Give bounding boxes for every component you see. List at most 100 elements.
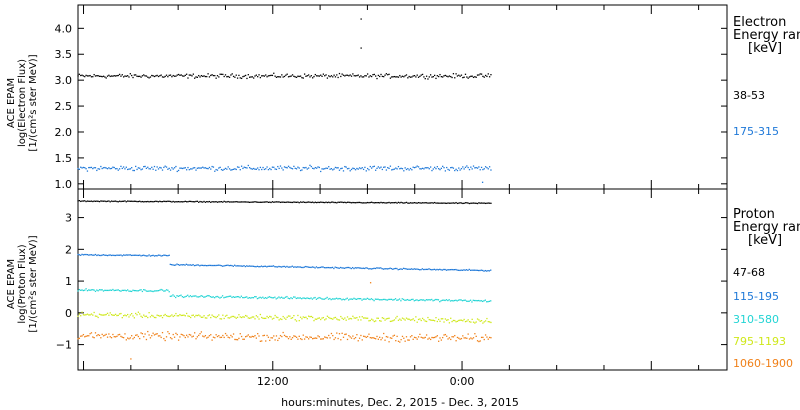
electron-data-point	[372, 166, 374, 168]
proton-data-point	[475, 269, 477, 271]
proton-data-point	[305, 265, 307, 268]
electron-data-point	[408, 169, 410, 171]
proton-data-point	[452, 202, 455, 204]
proton-data-point	[282, 315, 284, 318]
electron-data-point	[356, 74, 358, 77]
proton-data-point	[201, 264, 204, 267]
electron-data-point	[427, 167, 429, 169]
proton-data-point	[365, 202, 367, 204]
proton-data-point	[94, 315, 97, 317]
electron-data-point	[348, 75, 350, 77]
proton-data-point	[301, 201, 303, 204]
proton-data-point	[325, 201, 327, 203]
proton-data-point	[137, 254, 140, 257]
proton-data-point	[77, 315, 79, 317]
proton-data-point	[266, 266, 268, 268]
proton-data-point	[301, 338, 303, 341]
proton-data-point	[465, 300, 468, 302]
electron-data-point	[455, 73, 457, 75]
proton-data-point	[348, 318, 350, 320]
proton-data-point	[417, 299, 419, 302]
proton-data-point	[120, 335, 122, 338]
proton-data-point	[152, 332, 154, 334]
proton-data-point	[194, 201, 196, 203]
electron-data-point	[366, 167, 369, 170]
proton-data-point	[215, 264, 217, 267]
proton-data-point	[171, 201, 173, 203]
proton-data-point	[384, 319, 386, 321]
proton-data-point	[216, 264, 218, 267]
proton-data-point	[349, 336, 351, 338]
proton-data-point	[196, 200, 199, 202]
proton-data-point	[144, 200, 146, 203]
electron-data-point	[129, 168, 131, 170]
proton-data-point	[121, 255, 123, 257]
electron-data-point	[312, 77, 314, 79]
proton-data-point	[404, 267, 406, 270]
proton-data-point	[149, 255, 152, 257]
electron-data-point	[464, 166, 467, 168]
electron-data-point	[159, 75, 161, 77]
proton-data-point	[195, 314, 197, 317]
proton-data-point	[444, 333, 447, 336]
proton-data-point	[387, 317, 389, 320]
proton-data-point	[397, 340, 400, 342]
proton-data-point	[362, 298, 365, 300]
proton-data-point	[256, 265, 259, 267]
proton-data-point	[401, 268, 403, 271]
electron-data-point	[266, 76, 268, 78]
proton-data-point	[373, 299, 375, 302]
electron-data-point	[444, 170, 447, 172]
proton-data-point	[120, 290, 122, 292]
proton-data-point	[155, 200, 157, 202]
proton-data-point	[90, 200, 93, 202]
proton-data-point	[101, 289, 103, 291]
proton-data-point	[421, 268, 423, 270]
proton-data-point	[128, 200, 130, 202]
proton-data-point	[281, 335, 283, 338]
electron-data-point	[470, 75, 472, 77]
proton-data-point	[212, 264, 214, 267]
proton-data-point	[362, 317, 365, 319]
electron-data-point	[222, 169, 224, 171]
proton-data-point	[244, 296, 247, 298]
proton-data-point	[451, 336, 453, 338]
proton-data-point	[109, 289, 111, 291]
proton-data-point	[140, 255, 142, 257]
electron-data-point	[181, 167, 184, 170]
electron-data-point	[454, 77, 456, 79]
proton-data-point	[335, 266, 338, 269]
proton-data-point	[404, 299, 406, 301]
proton-data-point	[446, 335, 448, 337]
proton-data-point	[244, 314, 247, 317]
proton-data-point	[474, 333, 476, 335]
proton-data-point	[283, 334, 286, 337]
proton-data-point	[102, 290, 105, 292]
electron-data-point	[419, 168, 421, 170]
proton-data-point	[192, 335, 194, 337]
proton-data-point	[378, 267, 381, 269]
proton-data-point	[92, 254, 94, 256]
proton-data-point	[110, 314, 113, 316]
proton-data-point	[482, 269, 484, 272]
proton-data-point	[219, 201, 221, 203]
electron-data-point	[379, 75, 381, 78]
proton-data-point	[153, 200, 156, 203]
electron-data-point	[211, 165, 213, 168]
proton-data-point	[94, 332, 97, 334]
proton-data-point	[121, 200, 123, 202]
proton-data-point	[118, 313, 121, 315]
proton-data-point	[171, 338, 173, 340]
proton-data-point	[255, 201, 257, 203]
electron-data-point	[135, 165, 137, 168]
proton-data-point	[152, 290, 154, 293]
proton-data-point	[160, 314, 162, 317]
proton-data-point	[400, 300, 402, 302]
proton-data-point	[264, 265, 267, 267]
proton-data-point	[100, 337, 102, 339]
proton-data-point	[160, 336, 162, 339]
proton-data-point	[389, 298, 391, 301]
proton-data-point	[228, 295, 230, 297]
proton-data-point	[192, 295, 194, 297]
